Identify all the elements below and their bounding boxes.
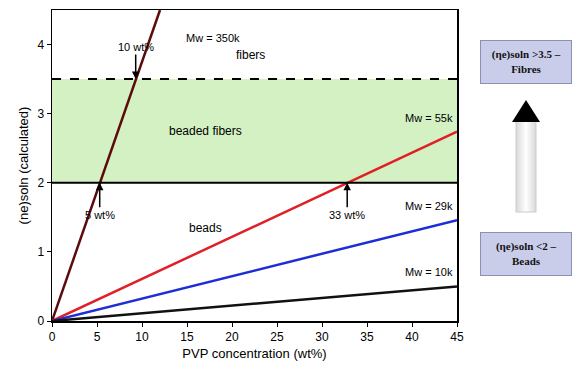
svg-text:Mw = 350k: Mw = 350k	[186, 32, 240, 44]
svg-text:45: 45	[450, 330, 464, 344]
svg-text:3: 3	[37, 107, 44, 121]
svg-text:fibers: fibers	[236, 48, 265, 62]
svg-text:Mw = 10k: Mw = 10k	[405, 266, 453, 278]
svg-text:25: 25	[270, 330, 284, 344]
svg-text:35: 35	[360, 330, 374, 344]
svg-text:15: 15	[180, 330, 194, 344]
svg-text:beads: beads	[189, 221, 222, 235]
svg-text:5: 5	[94, 330, 101, 344]
svg-text:1: 1	[37, 245, 44, 259]
svg-text:(ne)soln (calculated): (ne)soln (calculated)	[16, 107, 31, 225]
svg-text:33 wt%: 33 wt%	[329, 209, 365, 221]
svg-text:beaded fibers: beaded fibers	[169, 124, 242, 138]
svg-text:10 wt%: 10 wt%	[118, 41, 154, 53]
svg-text:30: 30	[315, 330, 329, 344]
svg-text:40: 40	[405, 330, 419, 344]
svg-text:20: 20	[225, 330, 239, 344]
svg-text:10: 10	[135, 330, 149, 344]
svg-text:2: 2	[37, 176, 44, 190]
svg-text:Mw = 29k: Mw = 29k	[405, 200, 453, 212]
svg-text:0: 0	[49, 330, 56, 344]
html-text:(ηe)soln <2 –Beads: (ηe)soln <2 –Beads	[495, 240, 557, 267]
svg-text:5 wt%: 5 wt%	[85, 209, 115, 221]
svg-text:Mw = 55k: Mw = 55k	[405, 112, 453, 124]
svg-text:0: 0	[37, 314, 44, 328]
svg-text:PVP concentration (wt%): PVP concentration (wt%)	[182, 346, 326, 361]
html-text:(ηe)soln >3.5 –Fibres: (ηe)soln >3.5 –Fibres	[491, 48, 561, 75]
svg-text:4: 4	[37, 38, 44, 52]
